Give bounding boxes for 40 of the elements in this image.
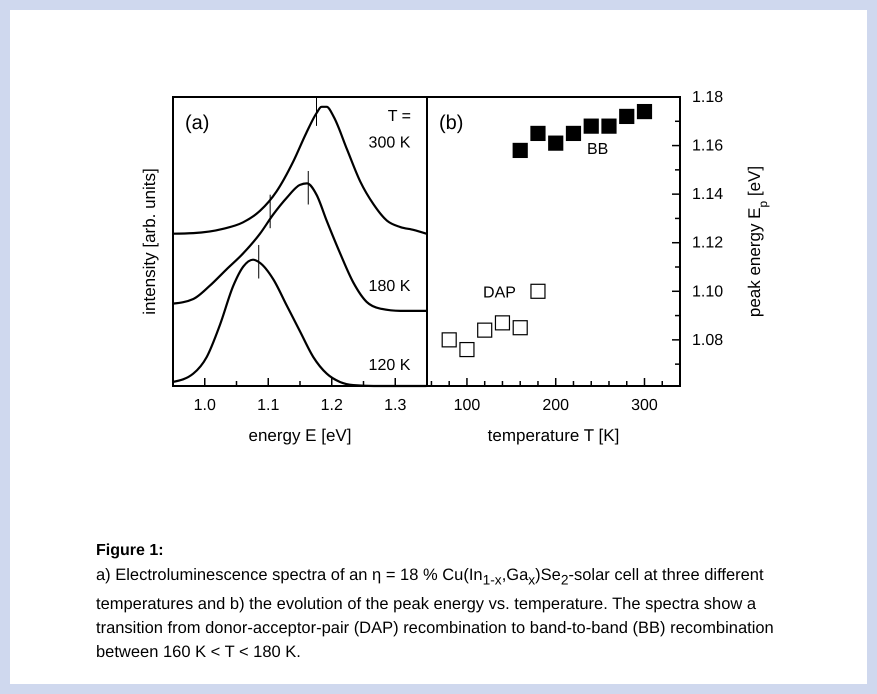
annotation: (b) xyxy=(439,112,464,134)
y2-tick-label: 1.16 xyxy=(692,138,724,155)
y2-tick-label: 1.18 xyxy=(692,89,724,106)
point xyxy=(619,108,634,124)
x-axis-title: energy E [eV] xyxy=(248,426,352,445)
point xyxy=(601,118,617,134)
series-label: 300 K xyxy=(368,134,411,152)
point xyxy=(530,126,546,142)
point xyxy=(636,104,652,120)
y2-tick-label: 1.10 xyxy=(692,283,724,300)
point xyxy=(442,332,457,348)
text: a) Electroluminescence spectra of an η = 18 % Cu(In$_{1-x}$,Ga$_{x}$)Se$_{2}$-solar cell at three different temperatures and b) the evolution of the peak energy vs. temperature. The spectra show a transition from donor-acceptor-pair (DAP) recombination to band-to-band (BB) recombination between 160 K < T < 180 K. xyxy=(96,566,774,662)
annotation: (a) xyxy=(185,112,210,134)
y2-tick-label: 1.08 xyxy=(692,332,724,349)
point xyxy=(548,136,564,151)
x-axis-title: temperature T [K] xyxy=(488,426,620,445)
y2-tick-label: 1.14 xyxy=(692,186,724,204)
x-tick-label: 100 xyxy=(454,397,480,414)
point xyxy=(477,322,492,338)
point xyxy=(566,126,582,142)
x-tick-label: 1.3 xyxy=(384,397,406,414)
point xyxy=(494,315,510,330)
series-label: BB xyxy=(586,141,608,158)
caption: Figure 1: xyxy=(96,542,164,559)
point xyxy=(530,284,546,299)
series-label: DAP xyxy=(483,284,516,302)
x-tick-label: 1.0 xyxy=(194,397,216,414)
annotation: T = xyxy=(388,108,411,125)
point xyxy=(512,142,528,158)
point xyxy=(459,342,475,358)
x-tick-label: 200 xyxy=(542,397,570,414)
y-axis-title: intensity [arb. units] xyxy=(140,168,159,315)
series-label: 180 K xyxy=(368,278,411,295)
x-tick-label: 300 xyxy=(631,397,658,414)
point xyxy=(512,320,528,336)
series-label: 120 K xyxy=(368,357,411,374)
x-tick-label: 1.2 xyxy=(320,397,343,414)
y2-tick-label: 1.12 xyxy=(692,234,724,252)
x-tick-label: 1.1 xyxy=(257,397,280,414)
point xyxy=(584,118,599,134)
